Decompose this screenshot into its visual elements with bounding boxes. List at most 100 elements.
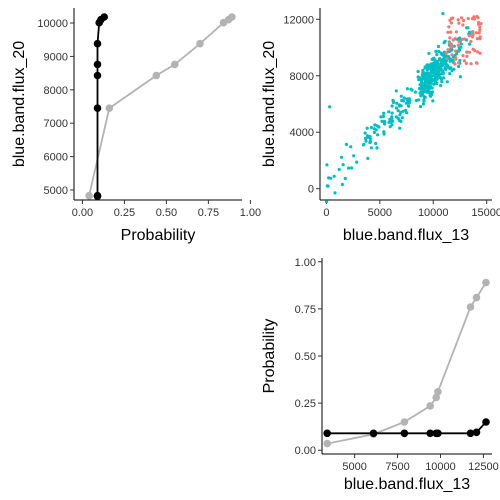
scatter-point [419,94,423,98]
scatter-point [365,134,370,138]
scatter-point [468,42,472,46]
panel-1-y-tick-label: 4000 [290,127,314,139]
data-point [369,429,378,438]
scatter-point [399,119,403,123]
scatter-point [364,139,368,143]
scatter-point [436,44,441,49]
scatter-point [382,132,386,136]
scatter-point [332,174,336,178]
scatter-point [405,111,409,115]
scatter-point [380,119,384,123]
data-point [323,439,332,448]
panel-0-y-tick-label: 10000 [37,18,68,30]
scatter-point [368,135,372,139]
panel-2-x-tick-label: 10000 [425,461,456,473]
scatter-point [350,166,354,170]
scatter-point [459,42,463,46]
scatter-point [401,109,405,113]
data-point [100,13,108,21]
scatter-point [437,50,441,54]
scatter-point [465,54,469,59]
scatter-point [462,37,467,41]
scatter-point [456,18,460,22]
scatter-point [382,111,386,115]
scatter-point [458,75,462,79]
scatter-point [458,48,462,52]
scatter-point [461,54,465,58]
scatter-point [450,44,455,48]
scatter-point [429,86,433,90]
scatter-point [420,77,424,82]
scatter-point [448,72,452,76]
scatter-point [369,146,373,150]
panel-2-x-tick-label: 5000 [342,461,366,473]
scatter-point [478,28,482,32]
panel-2-x-tick-label: 12500 [468,461,499,473]
panel-1-y-tick-label: 12000 [283,14,314,26]
scatter-point [421,70,425,75]
scatter-point [448,36,452,40]
scatter-point [426,90,430,94]
scatter-point [444,51,448,56]
scatter-point [459,45,463,49]
scatter-point [394,106,399,110]
scatter-point [424,84,428,88]
data-point [228,13,236,21]
scatter-point [394,115,398,119]
scatter-point [434,64,438,68]
scatter-point [467,50,471,54]
data-point [93,104,102,112]
scatter-point [433,60,437,64]
scatter-point [450,53,454,57]
panel-1-x-axis-title: blue.band.flux_13 [343,227,469,244]
scatter-point [362,142,366,146]
scatter-point [368,141,372,145]
scatter-point [462,59,466,63]
panel-2-y-tick-label: 0.50 [295,351,316,363]
panel-0-x-tick-label: 0.75 [198,207,219,219]
scatter-point [435,53,439,57]
scatter-point [450,69,454,73]
scatter-point [375,124,379,128]
scatter-point [324,200,329,204]
panel-0-y-tick-label: 7000 [44,118,68,130]
scatter-point [402,96,406,100]
scatter-point [418,105,423,109]
scatter-point [442,76,446,80]
scatter-point [472,16,476,20]
scatter-point [433,69,437,73]
scatter-point [423,74,427,78]
panel-1-y-axis-title: blue.band.flux_20 [261,41,278,167]
data-point [171,60,179,69]
data-point [105,104,114,112]
scatter-point [438,58,442,62]
scatter-point [340,182,344,187]
scatter-point [454,49,458,53]
scatter-point [373,123,377,127]
scatter-point [405,87,409,91]
scatter-point [441,12,445,16]
scatter-point [427,51,431,56]
scatter-point [422,98,426,102]
scatter-point [430,90,434,94]
scatter-point [444,61,448,65]
data-point [472,428,481,437]
scatter-point [441,58,445,62]
scatter-point [465,26,469,30]
scatter-point [372,130,376,135]
panel-2-y-axis-title: Probability [261,319,278,394]
scatter-point [337,167,341,172]
scatter-point [445,57,449,61]
scatter-point [347,166,351,170]
scatter-point [445,80,449,84]
scatter-point [479,22,483,26]
scatter-point [406,104,411,108]
panel-1-x-tick-label: 10000 [418,207,449,219]
scatter-point [376,133,380,137]
scatter-point [339,155,344,159]
scatter-point [456,43,460,47]
scatter-point [449,66,453,70]
scatter-point [344,142,348,146]
scatter-point [434,49,438,54]
